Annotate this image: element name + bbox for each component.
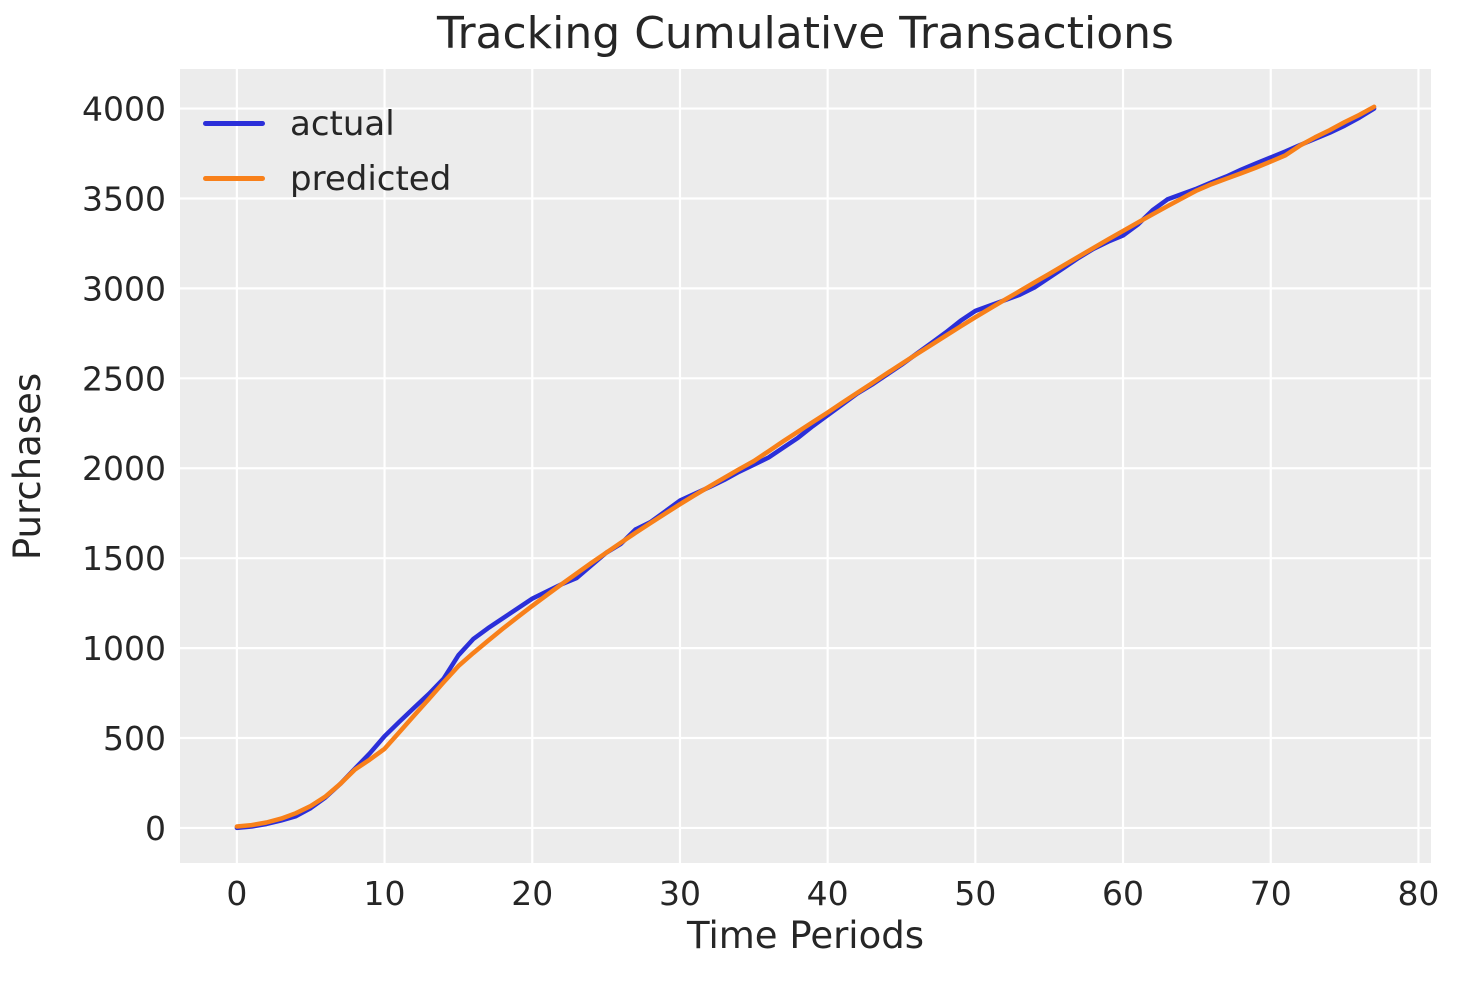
legend-line-actual-icon: [203, 121, 265, 126]
y-axis-label: Purchases: [6, 372, 50, 560]
x-tick-label-30: 30: [659, 874, 701, 913]
y-tick-label-1000: 1000: [82, 629, 166, 668]
legend-label-actual: actual: [290, 103, 395, 144]
legend: actual predicted: [203, 96, 451, 206]
y-axis-label-container: Purchases: [4, 69, 52, 863]
series-line-predicted: [234, 104, 1377, 829]
series-line-actual: [234, 106, 1377, 831]
x-tick-label-80: 80: [1397, 874, 1439, 913]
legend-label-predicted: predicted: [290, 158, 452, 199]
x-tick-label-0: 0: [226, 874, 247, 913]
x-axis-label: Time Periods: [687, 914, 924, 957]
legend-item-predicted: predicted: [203, 151, 451, 206]
x-tick-label-10: 10: [364, 874, 406, 913]
y-tick-label-1500: 1500: [82, 539, 166, 578]
chart-title: Tracking Cumulative Transactions: [437, 8, 1174, 59]
y-tick-label-3000: 3000: [82, 269, 166, 308]
x-tick-label-50: 50: [954, 874, 996, 913]
y-tick-label-3500: 3500: [82, 179, 166, 218]
y-tick-label-2000: 2000: [82, 449, 166, 488]
y-tick-label-4000: 4000: [82, 90, 166, 129]
y-tick-label-0: 0: [145, 809, 166, 848]
legend-item-actual: actual: [203, 96, 451, 151]
y-tick-label-2500: 2500: [82, 359, 166, 398]
x-tick-label-70: 70: [1250, 874, 1292, 913]
x-tick-label-20: 20: [511, 874, 553, 913]
legend-line-predicted-icon: [203, 176, 265, 181]
x-tick-label-60: 60: [1102, 874, 1144, 913]
x-tick-label-40: 40: [807, 874, 849, 913]
y-tick-label-500: 500: [103, 719, 166, 758]
